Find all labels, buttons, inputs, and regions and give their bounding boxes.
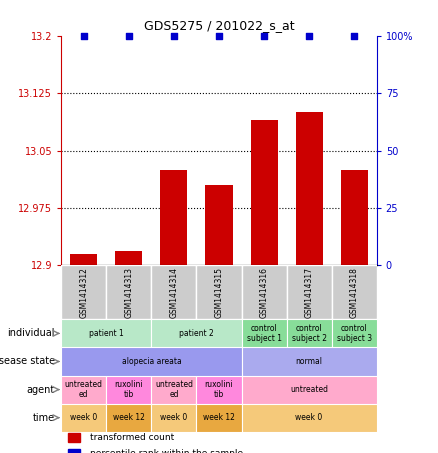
Text: week 0: week 0 bbox=[160, 413, 187, 422]
Bar bbox=[241, 347, 377, 376]
Bar bbox=[332, 265, 377, 319]
Text: untreated: untreated bbox=[290, 385, 328, 394]
Text: control
subject 3: control subject 3 bbox=[336, 324, 372, 343]
Bar bbox=[251, 120, 278, 265]
Point bbox=[215, 33, 223, 40]
Bar bbox=[241, 404, 377, 432]
Text: control
subject 2: control subject 2 bbox=[292, 324, 327, 343]
Text: control
subject 1: control subject 1 bbox=[247, 324, 282, 343]
Text: week 0: week 0 bbox=[296, 413, 323, 422]
Bar bbox=[152, 376, 197, 404]
Bar bbox=[61, 265, 106, 319]
Text: patient 2: patient 2 bbox=[179, 329, 214, 338]
Text: agent: agent bbox=[27, 385, 55, 395]
Text: GSM1414313: GSM1414313 bbox=[124, 267, 134, 318]
Text: untreated
ed: untreated ed bbox=[155, 380, 193, 399]
Point bbox=[170, 33, 177, 40]
Bar bbox=[241, 319, 286, 347]
Bar bbox=[296, 112, 323, 265]
Point bbox=[261, 33, 268, 40]
Bar bbox=[286, 265, 332, 319]
Text: GSM1414314: GSM1414314 bbox=[170, 267, 178, 318]
Bar bbox=[241, 376, 377, 404]
Text: patient 1: patient 1 bbox=[89, 329, 124, 338]
Text: week 0: week 0 bbox=[70, 413, 98, 422]
Bar bbox=[71, 254, 97, 265]
Text: ruxolini
tib: ruxolini tib bbox=[205, 380, 233, 399]
Bar bbox=[67, 433, 80, 442]
Point bbox=[125, 33, 132, 40]
Text: GSM1414317: GSM1414317 bbox=[304, 267, 314, 318]
Text: disease state: disease state bbox=[0, 357, 55, 366]
Bar bbox=[205, 185, 233, 265]
Text: week 12: week 12 bbox=[203, 413, 235, 422]
Bar bbox=[197, 404, 241, 432]
Text: percentile rank within the sample: percentile rank within the sample bbox=[90, 449, 243, 453]
Bar bbox=[61, 404, 106, 432]
Text: normal: normal bbox=[296, 357, 323, 366]
Text: ruxolini
tib: ruxolini tib bbox=[115, 380, 143, 399]
Text: time: time bbox=[33, 413, 55, 423]
Point bbox=[80, 33, 87, 40]
Bar bbox=[197, 265, 241, 319]
Point bbox=[351, 33, 358, 40]
Text: GSM1414312: GSM1414312 bbox=[79, 267, 88, 318]
Bar bbox=[152, 404, 197, 432]
Bar bbox=[160, 170, 187, 265]
Text: transformed count: transformed count bbox=[90, 433, 174, 442]
Bar bbox=[152, 265, 197, 319]
Text: individual: individual bbox=[7, 328, 55, 338]
Text: week 12: week 12 bbox=[113, 413, 145, 422]
Bar bbox=[61, 319, 152, 347]
Bar bbox=[61, 347, 241, 376]
Bar bbox=[67, 449, 80, 453]
Bar bbox=[241, 265, 286, 319]
Bar bbox=[61, 376, 106, 404]
Text: GSM1414315: GSM1414315 bbox=[215, 267, 223, 318]
Text: untreated
ed: untreated ed bbox=[65, 380, 103, 399]
Bar bbox=[341, 170, 367, 265]
Bar bbox=[115, 251, 142, 265]
Bar bbox=[332, 319, 377, 347]
Bar bbox=[152, 319, 241, 347]
Title: GDS5275 / 201022_s_at: GDS5275 / 201022_s_at bbox=[144, 19, 294, 32]
Bar bbox=[106, 404, 152, 432]
Text: alopecia areata: alopecia areata bbox=[122, 357, 181, 366]
Text: GSM1414316: GSM1414316 bbox=[260, 267, 268, 318]
Point bbox=[306, 33, 313, 40]
Bar bbox=[106, 376, 152, 404]
Bar bbox=[197, 376, 241, 404]
Bar bbox=[106, 265, 152, 319]
Bar bbox=[286, 319, 332, 347]
Text: GSM1414318: GSM1414318 bbox=[350, 267, 359, 318]
